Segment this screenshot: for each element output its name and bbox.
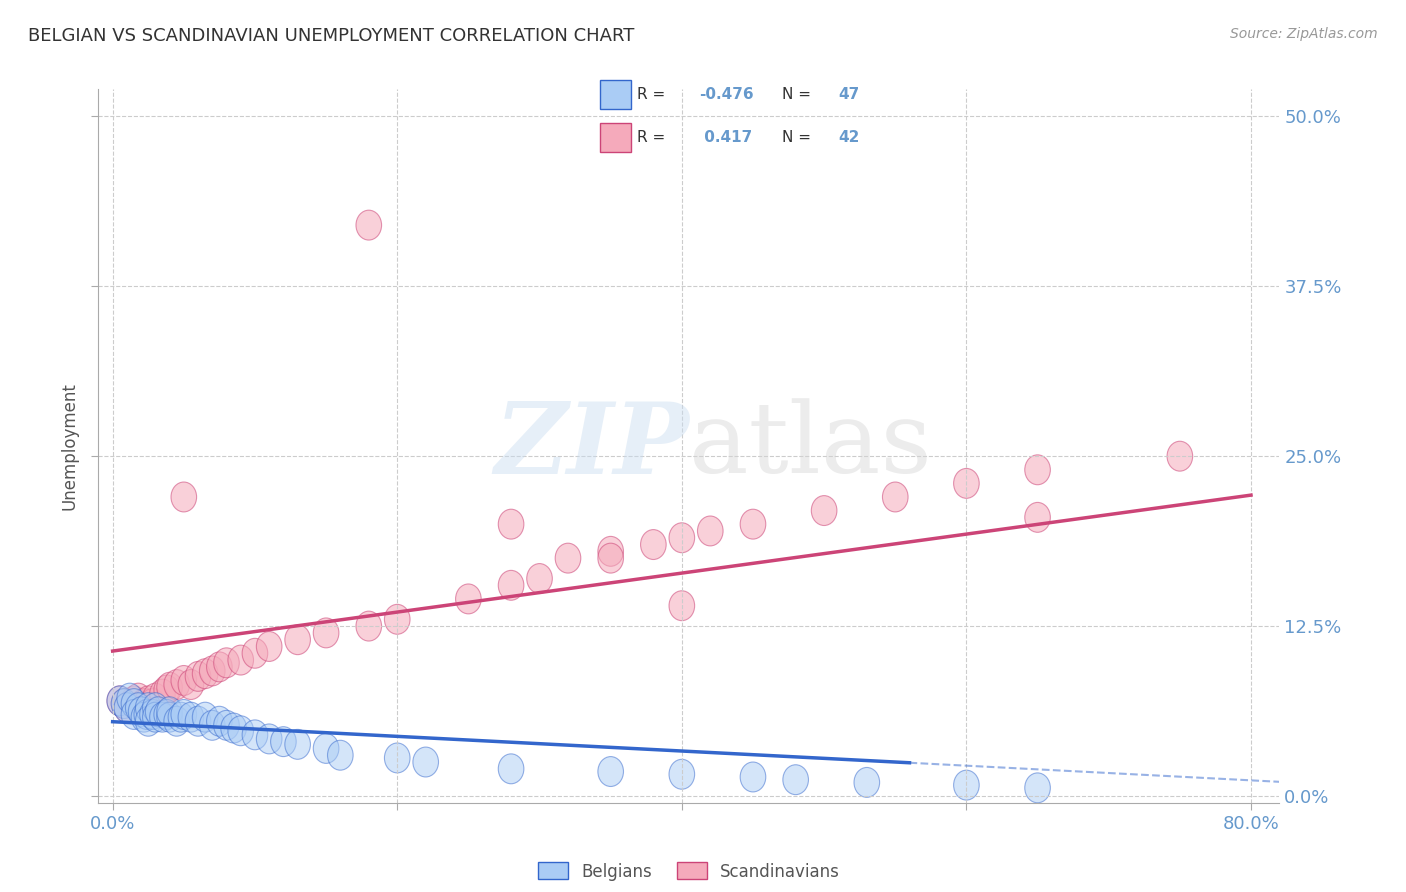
Text: BELGIAN VS SCANDINAVIAN UNEMPLOYMENT CORRELATION CHART: BELGIAN VS SCANDINAVIAN UNEMPLOYMENT COR… <box>28 27 634 45</box>
Text: ZIP: ZIP <box>494 398 689 494</box>
Text: R =: R = <box>637 87 671 102</box>
Legend: Belgians, Scandinavians: Belgians, Scandinavians <box>531 855 846 888</box>
Text: 42: 42 <box>838 130 859 145</box>
Text: -0.476: -0.476 <box>699 87 754 102</box>
Text: Source: ZipAtlas.com: Source: ZipAtlas.com <box>1230 27 1378 41</box>
Y-axis label: Unemployment: Unemployment <box>60 382 79 510</box>
Text: 47: 47 <box>838 87 859 102</box>
FancyBboxPatch shape <box>600 123 631 152</box>
Text: 0.417: 0.417 <box>699 130 752 145</box>
FancyBboxPatch shape <box>600 80 631 109</box>
Text: N =: N = <box>782 87 815 102</box>
Text: N =: N = <box>782 130 815 145</box>
Text: R =: R = <box>637 130 671 145</box>
Text: atlas: atlas <box>689 398 932 494</box>
